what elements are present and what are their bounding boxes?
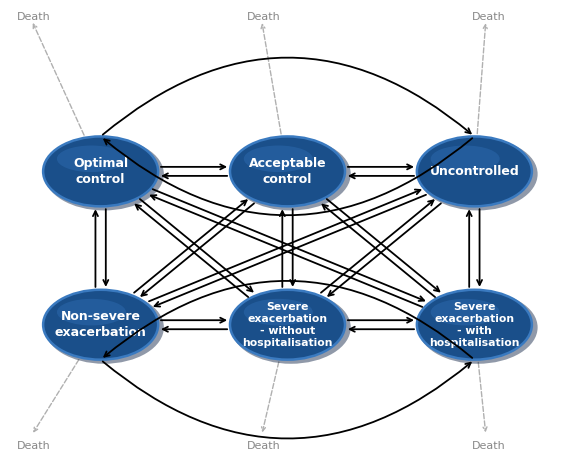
Ellipse shape [43,290,158,360]
Ellipse shape [244,146,313,172]
Ellipse shape [57,299,126,326]
Ellipse shape [231,291,351,364]
Text: Death: Death [247,12,281,22]
Ellipse shape [44,138,164,211]
Text: Severe
exacerbation
- without
hospitalisation: Severe exacerbation - without hospitalis… [242,302,333,348]
Text: Death: Death [17,442,51,451]
Text: Death: Death [472,12,505,22]
Ellipse shape [231,138,351,211]
Text: Death: Death [472,442,505,451]
Ellipse shape [418,138,538,211]
Text: Optimal
control: Optimal control [73,157,128,186]
Ellipse shape [417,290,532,360]
Text: Acceptable
control: Acceptable control [248,157,327,186]
Text: Severe
exacerbation
- with
hospitalisation: Severe exacerbation - with hospitalisati… [429,302,520,348]
Ellipse shape [431,146,500,172]
Ellipse shape [230,136,345,206]
Ellipse shape [230,290,345,360]
Ellipse shape [244,299,313,326]
Ellipse shape [418,291,538,364]
Text: Death: Death [247,442,281,451]
Ellipse shape [44,291,164,364]
Ellipse shape [417,136,532,206]
Ellipse shape [57,146,126,172]
Ellipse shape [431,299,500,326]
Text: Non-severe
exacerbation: Non-severe exacerbation [55,310,147,339]
Text: Death: Death [17,12,51,22]
Ellipse shape [43,136,158,206]
Text: Uncontrolled: Uncontrolled [430,165,519,178]
